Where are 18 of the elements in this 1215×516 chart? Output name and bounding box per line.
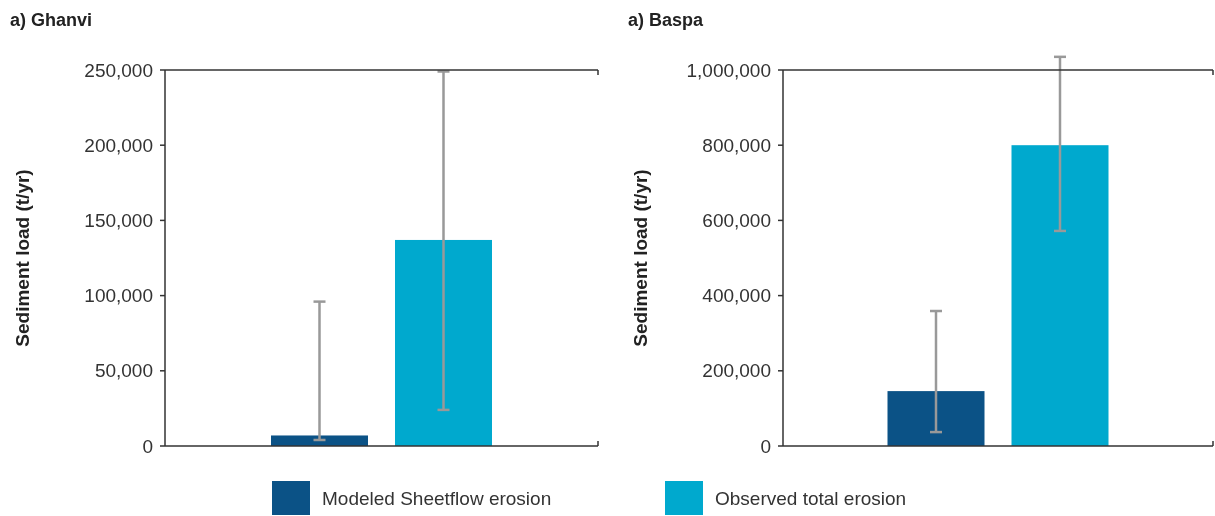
y-tick-label: 0 — [760, 435, 771, 457]
y-axis-title: Sediment load (t/yr) — [12, 169, 33, 347]
legend-label: Observed total erosion — [715, 487, 907, 509]
y-tick-label: 150,000 — [84, 210, 153, 232]
y-tick-label: 0 — [142, 435, 153, 457]
chart-title: a) Ghanvi — [10, 10, 93, 30]
y-tick-label: 200,000 — [702, 360, 771, 382]
legend-label: Modeled Sheetflow erosion — [322, 487, 552, 509]
chart-title: a) Baspa — [628, 10, 705, 30]
y-tick-label: 200,000 — [84, 134, 153, 156]
y-tick-label: 600,000 — [702, 210, 771, 232]
y-tick-label: 50,000 — [94, 360, 153, 382]
y-tick-label: 1,000,000 — [686, 59, 771, 81]
y-tick-label: 400,000 — [702, 285, 771, 307]
y-axis-title: Sediment load (t/yr) — [630, 169, 651, 347]
y-tick-label: 800,000 — [702, 134, 771, 156]
y-tick-label: 250,000 — [84, 59, 153, 81]
y-tick-label: 100,000 — [84, 285, 153, 307]
